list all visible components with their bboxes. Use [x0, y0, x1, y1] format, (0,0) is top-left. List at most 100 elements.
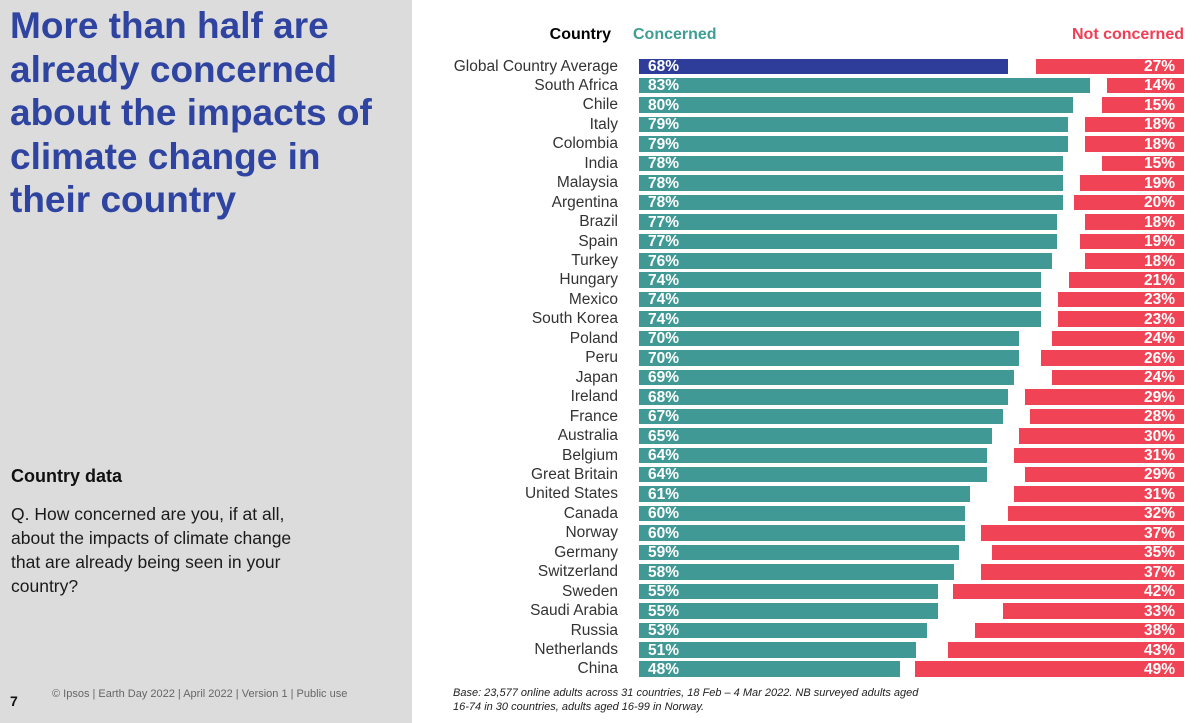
bar-not-concerned	[1101, 97, 1184, 113]
category-label: Switzerland	[537, 563, 618, 581]
bar-not-concerned	[1074, 194, 1184, 211]
bar-not-concerned	[1052, 330, 1184, 347]
value-label-concerned: 64%	[648, 466, 680, 484]
page-number: 7	[10, 693, 18, 709]
value-label-concerned: 76%	[648, 252, 680, 270]
value-label-concerned: 79%	[648, 135, 680, 153]
bar-concerned	[639, 253, 1052, 269]
bar-concerned	[639, 564, 954, 580]
category-label: France	[569, 407, 618, 425]
bar-not-concerned	[1079, 175, 1184, 191]
value-label-concerned: 69%	[648, 369, 680, 387]
value-label-not-concerned: 15%	[1143, 155, 1175, 173]
bar-not-concerned	[953, 583, 1184, 600]
value-label-concerned: 51%	[648, 641, 680, 659]
value-label-concerned: 74%	[648, 271, 680, 289]
value-label-not-concerned: 18%	[1143, 135, 1175, 153]
value-label-concerned: 53%	[648, 622, 680, 640]
legend-not-concerned: Not concerned	[1071, 26, 1184, 43]
category-label: China	[577, 660, 619, 678]
value-label-not-concerned: 38%	[1143, 622, 1175, 640]
value-label-concerned: 78%	[648, 155, 680, 173]
category-label: Colombia	[552, 135, 618, 153]
bar-not-concerned	[1035, 58, 1184, 74]
value-label-concerned: 67%	[648, 408, 680, 426]
category-label: Poland	[569, 329, 618, 347]
bar-not-concerned	[975, 622, 1184, 639]
value-label-not-concerned: 23%	[1143, 291, 1175, 309]
bar-not-concerned	[991, 544, 1184, 561]
bar-concerned	[639, 311, 1041, 327]
category-label: Canada	[563, 504, 618, 522]
bar-concerned	[639, 97, 1074, 113]
bar-concerned	[639, 447, 987, 463]
category-label: Turkey	[571, 252, 618, 269]
bar-concerned	[639, 466, 987, 483]
column-header-country: Country	[549, 26, 611, 43]
value-label-concerned: 70%	[648, 330, 680, 348]
value-label-not-concerned: 18%	[1143, 116, 1175, 134]
bar-concerned	[639, 622, 927, 639]
category-label: Chile	[582, 96, 618, 114]
category-label: Japan	[575, 368, 618, 386]
value-label-concerned: 68%	[648, 58, 680, 75]
value-label-not-concerned: 49%	[1143, 660, 1175, 678]
bar-not-concerned	[1085, 116, 1184, 133]
category-label: Norway	[565, 524, 618, 542]
bar-not-concerned	[914, 661, 1184, 677]
category-label: Italy	[589, 115, 618, 133]
value-label-not-concerned: 29%	[1143, 388, 1175, 406]
value-label-concerned: 78%	[648, 194, 680, 212]
value-label-not-concerned: 21%	[1143, 271, 1175, 289]
category-label: Hungary	[559, 271, 618, 289]
value-label-concerned: 65%	[648, 427, 680, 445]
category-label: Brazil	[579, 213, 618, 231]
category-label: Mexico	[568, 290, 618, 308]
category-label: Australia	[557, 427, 618, 445]
bar-concerned	[639, 505, 965, 522]
bar-concerned	[639, 116, 1068, 133]
bar-concerned	[639, 58, 1009, 74]
value-label-concerned: 79%	[648, 116, 680, 134]
bar-concerned	[639, 583, 938, 600]
value-label-concerned: 64%	[648, 447, 680, 464]
bar-concerned	[639, 486, 971, 502]
value-label-concerned: 74%	[648, 310, 680, 328]
category-label: United States	[524, 485, 618, 503]
category-label: Netherlands	[534, 641, 618, 658]
bar-concerned	[639, 233, 1058, 250]
value-label-not-concerned: 26%	[1143, 349, 1175, 367]
category-label: Germany	[554, 543, 618, 561]
base-note: Base: 23,577 online adults across 31 cou…	[453, 687, 919, 713]
bar-not-concerned	[1068, 272, 1184, 288]
value-label-not-concerned: 19%	[1143, 174, 1175, 192]
bar-not-concerned	[1019, 428, 1184, 444]
value-label-concerned: 83%	[648, 77, 680, 95]
bar-concerned	[639, 136, 1068, 152]
bar-not-concerned	[1013, 447, 1184, 463]
category-label: Belgium	[562, 446, 618, 464]
section-heading: Country data	[11, 466, 123, 486]
category-label: Sweden	[561, 582, 618, 600]
value-label-concerned: 70%	[648, 349, 680, 367]
value-label-concerned: 60%	[648, 505, 680, 523]
bar-concerned	[639, 428, 992, 444]
value-label-concerned: 58%	[648, 563, 680, 581]
value-label-not-concerned: 24%	[1143, 330, 1175, 348]
bar-not-concerned	[1024, 389, 1184, 405]
bar-concerned	[639, 330, 1020, 347]
category-label: Russia	[570, 621, 618, 639]
slide-title: More than half are already concerned abo…	[10, 5, 372, 220]
value-label-concerned: 68%	[648, 388, 680, 406]
value-label-concerned: 74%	[648, 291, 680, 309]
bar-not-concerned	[1085, 136, 1184, 152]
bar-not-concerned	[1013, 486, 1184, 502]
value-label-not-concerned: 29%	[1143, 466, 1175, 484]
footer-copyright: © Ipsos | Earth Day 2022 | April 2022 | …	[52, 688, 348, 700]
value-label-not-concerned: 27%	[1143, 58, 1175, 75]
category-label: Peru	[585, 349, 618, 367]
category-label: South Korea	[531, 310, 618, 328]
value-label-not-concerned: 37%	[1143, 524, 1175, 542]
value-label-concerned: 48%	[648, 660, 680, 678]
category-label: Saudi Arabia	[530, 602, 618, 620]
